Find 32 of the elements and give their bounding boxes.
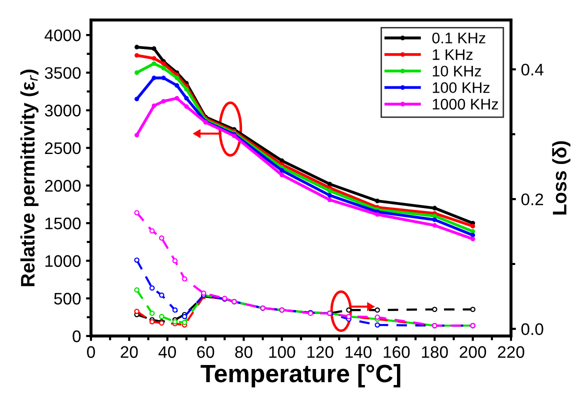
legend-label: 10 KHz [432,66,482,77]
y2-tick-label: 0.4 [521,64,544,76]
y-tick-label: 2000 [45,180,81,192]
y-tick-label: 1500 [45,218,81,230]
y2-axis-title: Loss (δ) [552,141,570,214]
x-axis-title: Temperature [°C] [200,364,400,388]
legend-label: 0.1 KHz [432,32,486,44]
y-tick-label: 4000 [44,29,81,42]
x-tick-label: 120 [307,346,334,358]
y-axis-title: Relative permittivity (ε$_{r}$) [20,70,38,286]
y-tick-label: 3500 [44,67,81,79]
x-tick-label: 200 [460,346,486,358]
legend-label: 1000 KHz [432,98,498,110]
y-tick-label: 2500 [45,142,81,154]
x-tick-label: 160 [384,346,410,358]
y-tick-label: 500 [54,292,81,305]
y-tick-label: 3000 [44,104,81,116]
x-tick-label: 80 [235,346,252,358]
y-tick-label: 0 [72,330,81,342]
x-tick-label: 20 [120,346,138,358]
x-tick-label: 100 [269,346,296,358]
x-tick-label: 60 [197,346,214,358]
y2-tick-label: 0.0 [521,323,544,336]
x-tick-label: 220 [498,346,524,358]
x-tick-label: 180 [422,346,448,358]
y2-tick-label: 0.2 [521,193,544,206]
x-tick-label: 0 [87,346,95,358]
x-tick-label: 140 [346,346,372,358]
y-tick-label: 1000 [45,255,81,267]
x-tick-label: 40 [158,346,176,358]
legend-label: 1 KHz [432,49,473,60]
legend-label: 100 KHz [432,82,490,94]
